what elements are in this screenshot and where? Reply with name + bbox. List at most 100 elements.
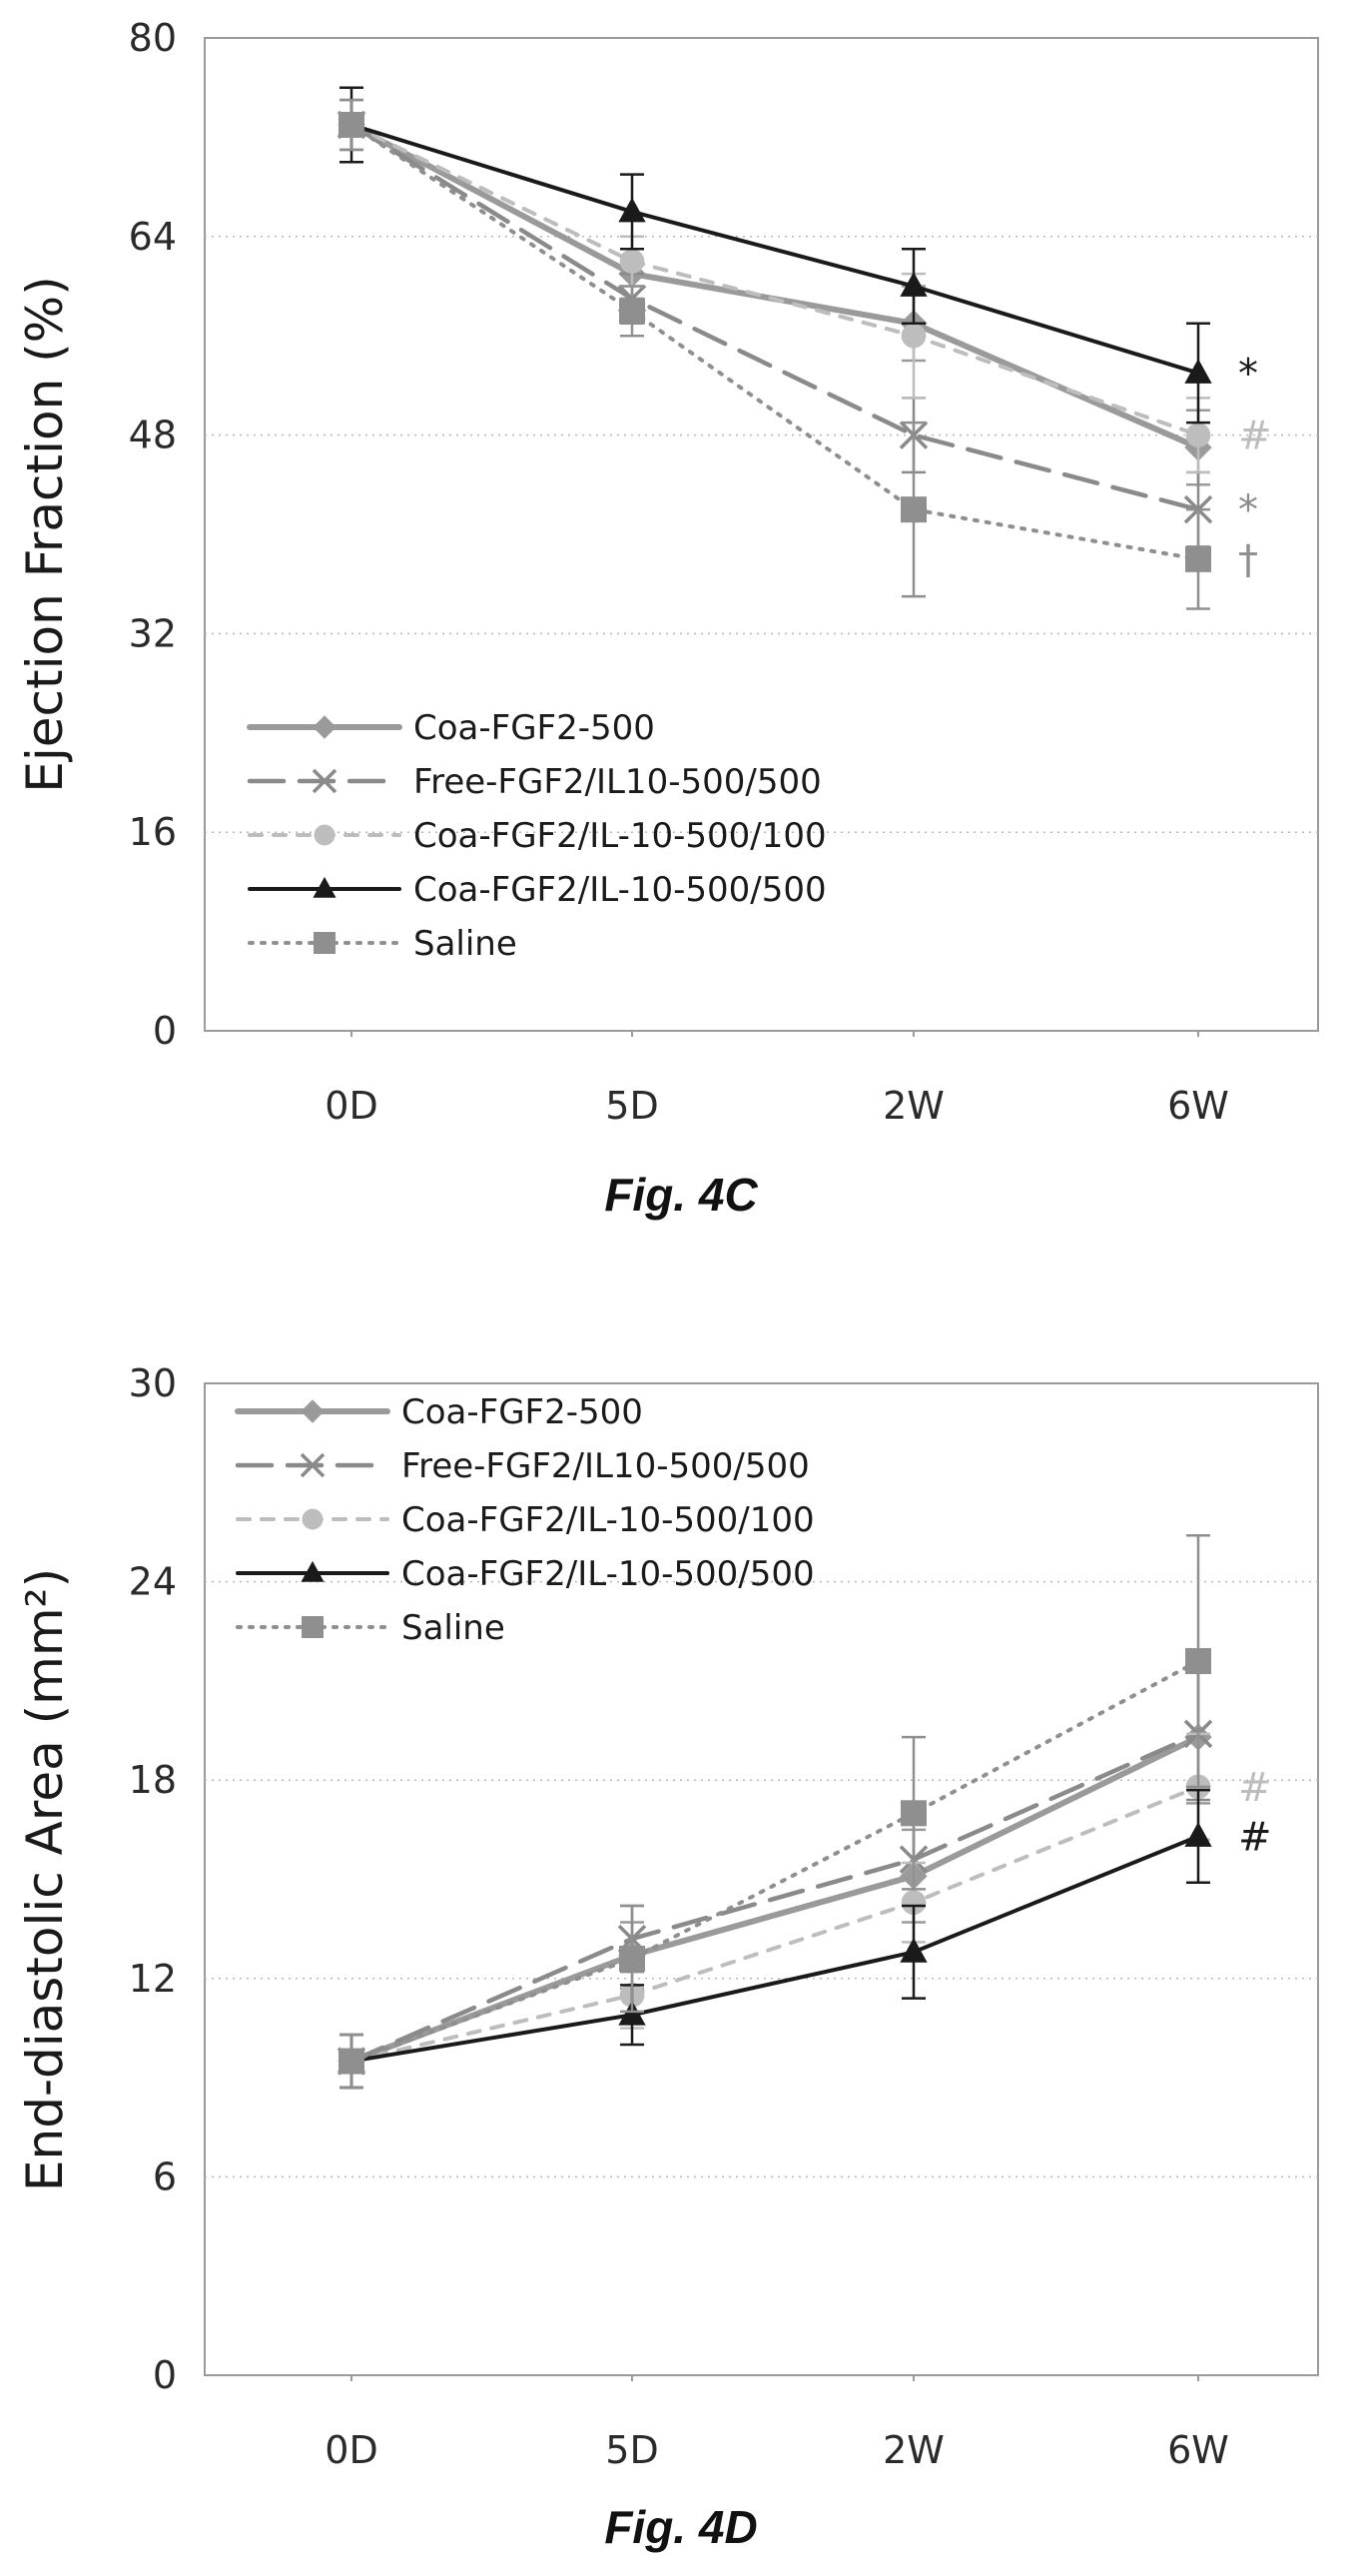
legend-marker-coa-fgf2-500 bbox=[301, 1399, 325, 1423]
legend-label-free-fgf2-il10-500-500: Free-FGF2/IL10-500/500 bbox=[413, 762, 822, 802]
series-group: ## bbox=[337, 1534, 1272, 2090]
x-axis-ticks: 0D 5D 2W 6W bbox=[325, 1031, 1229, 1128]
series-line-free-fgf2-il10-500-500 bbox=[348, 1731, 1201, 2064]
data-point-coa-fgf2-il-10-500-100-2w bbox=[901, 323, 927, 349]
legend-item-coa-fgf2-500: Coa-FGF2-500 bbox=[235, 1392, 643, 1432]
legend-item-coa-fgf2-500: Coa-FGF2-500 bbox=[247, 708, 655, 748]
legend-item-saline: Saline bbox=[248, 924, 517, 964]
legend-label-free-fgf2-il10-500-500: Free-FGF2/IL10-500/500 bbox=[401, 1446, 810, 1486]
data-point-coa-fgf2-il-10-500-500-2w bbox=[900, 1938, 928, 1963]
legend-marker-free-fgf2-il10-500-500 bbox=[300, 1452, 326, 1478]
data-point-coa-fgf2-il-10-500-500-5d bbox=[618, 197, 646, 223]
y-tick-label-64: 64 bbox=[129, 215, 177, 259]
data-point-saline-2w bbox=[901, 1800, 927, 1827]
y-tick-label-32: 32 bbox=[129, 611, 177, 655]
y-tick-label-0: 0 bbox=[153, 1009, 177, 1053]
series-line-saline bbox=[349, 122, 1200, 561]
y-tick-label-18: 18 bbox=[129, 1758, 177, 1802]
legend-marker-coa-fgf2-500 bbox=[313, 715, 337, 739]
y-tick-label-48: 48 bbox=[129, 414, 177, 457]
legend-label-coa-fgf2-il-10-500-500: Coa-FGF2/IL-10-500/500 bbox=[401, 1554, 815, 1594]
legend-label-coa-fgf2-il-10-500-100: Coa-FGF2/IL-10-500/100 bbox=[401, 1500, 815, 1540]
legend-marker-coa-fgf2-il-10-500-100 bbox=[302, 1508, 324, 1530]
series-free-fgf2-il10-500-500: * bbox=[337, 98, 1258, 548]
legend-item-free-fgf2-il10-500-500: Free-FGF2/IL10-500/500 bbox=[247, 762, 822, 802]
series-line-coa-fgf2-500 bbox=[348, 1734, 1201, 2065]
significance-mark-coa-fgf2-il-10-500-100: # bbox=[1238, 414, 1272, 459]
legend-item-coa-fgf2-il-10-500-100: Coa-FGF2/IL-10-500/100 bbox=[236, 1500, 815, 1540]
series-coa-fgf2-il-10-500-500: # bbox=[338, 1788, 1272, 2090]
figure-caption: Fig. 4D bbox=[604, 2501, 757, 2553]
data-point-coa-fgf2-il-10-500-500-6w bbox=[1184, 1822, 1212, 1847]
y-tick-label-6: 6 bbox=[153, 2154, 177, 2198]
series-coa-fgf2-500 bbox=[338, 98, 1212, 486]
data-point-saline-5d bbox=[619, 298, 645, 325]
x-tick-label-6w: 6W bbox=[1167, 2428, 1229, 2472]
legend-marker-coa-fgf2-il-10-500-500 bbox=[313, 876, 337, 898]
series-line-coa-fgf2-500 bbox=[348, 121, 1201, 451]
series-line-saline bbox=[349, 1659, 1200, 2064]
series-line-coa-fgf2-il-10-500-100 bbox=[349, 122, 1200, 437]
data-point-coa-fgf2-il-10-500-100-6w bbox=[1185, 423, 1211, 447]
series-line-coa-fgf2-il-10-500-100 bbox=[349, 1784, 1200, 2064]
x-tick-label-5d: 5D bbox=[605, 2428, 658, 2472]
data-point-saline-2w bbox=[901, 496, 927, 523]
y-tick-label-80: 80 bbox=[129, 16, 177, 60]
y-axis-ticks: 0 16 32 48 64 80 bbox=[129, 16, 177, 1053]
chart-fig-4c: 0 16 32 48 64 80 0D 5D 2W 6W Ejection Fraction (%)… bbox=[16, 16, 1319, 1221]
data-point-coa-fgf2-il-10-500-100-2w bbox=[901, 1890, 927, 1916]
y-tick-label-16: 16 bbox=[129, 810, 177, 854]
series-group: * # *† bbox=[337, 86, 1272, 610]
data-point-coa-fgf2-il-10-500-100-5d bbox=[619, 249, 645, 274]
legend-item-saline: Saline bbox=[236, 1608, 505, 1648]
legend-marker-saline bbox=[302, 1616, 324, 1638]
y-tick-label-24: 24 bbox=[129, 1560, 177, 1604]
legend: Coa-FGF2-500 Free-FGF2/IL10-500/500 Coa-FG… bbox=[247, 708, 827, 964]
x-tick-label-5d: 5D bbox=[605, 1084, 658, 1128]
series-coa-fgf2-il-10-500-100: # bbox=[339, 1732, 1272, 2090]
series-saline bbox=[339, 1534, 1211, 2090]
series-line-coa-fgf2-il-10-500-500 bbox=[349, 1834, 1200, 2064]
data-point-coa-fgf2-il-10-500-500-6w bbox=[1184, 359, 1212, 384]
data-point-saline-5d bbox=[619, 1945, 645, 1972]
y-tick-label-12: 12 bbox=[129, 1957, 177, 2001]
legend-label-coa-fgf2-il-10-500-100: Coa-FGF2/IL-10-500/100 bbox=[413, 816, 827, 856]
chart-fig-4d: 0 6 12 18 24 30 0D 5D 2W 6W End-diastolic Area (mm… bbox=[16, 1361, 1319, 2553]
x-tick-label-0d: 0D bbox=[325, 2428, 377, 2472]
legend-label-saline: Saline bbox=[413, 924, 517, 964]
legend-marker-free-fgf2-il10-500-500-stroke-b bbox=[312, 768, 338, 794]
gridlines bbox=[205, 1580, 1318, 2178]
gridlines bbox=[205, 236, 1318, 833]
legend-item-coa-fgf2-il-10-500-500: Coa-FGF2/IL-10-500/500 bbox=[248, 870, 827, 910]
legend-label-saline: Saline bbox=[401, 1608, 505, 1648]
data-point-coa-fgf2-il-10-500-500-2w bbox=[900, 272, 928, 297]
series-coa-fgf2-500 bbox=[338, 1669, 1212, 2090]
series-coa-fgf2-il-10-500-500: * bbox=[338, 86, 1258, 425]
legend-label-coa-fgf2-il-10-500-500: Coa-FGF2/IL-10-500/500 bbox=[413, 870, 827, 910]
x-tick-label-6w: 6W bbox=[1167, 1084, 1229, 1128]
x-tick-label-2w: 2W bbox=[883, 2428, 945, 2472]
legend-marker-saline bbox=[314, 932, 336, 954]
legend-marker-coa-fgf2-il-10-500-500 bbox=[301, 1560, 325, 1582]
series-free-fgf2-il10-500-500 bbox=[337, 1666, 1213, 2090]
x-axis-ticks: 0D 5D 2W 6W bbox=[325, 2375, 1229, 2472]
significance-mark-coa-fgf2-il-10-500-500: # bbox=[1238, 1814, 1272, 1860]
series-line-coa-fgf2-il-10-500-500 bbox=[349, 122, 1200, 376]
x-tick-label-2w: 2W bbox=[883, 1084, 945, 1128]
y-axis-ticks: 0 6 12 18 24 30 bbox=[129, 1361, 177, 2397]
legend-item-free-fgf2-il10-500-500: Free-FGF2/IL10-500/500 bbox=[235, 1446, 810, 1486]
significance-mark-coa-fgf2-il-10-500-500: * bbox=[1238, 351, 1258, 397]
legend-marker-free-fgf2-il10-500-500 bbox=[312, 768, 338, 794]
y-axis-label: End-diastolic Area (mm²) bbox=[16, 1568, 74, 2191]
significance-mark-free-fgf2-il10-500-500: * bbox=[1238, 487, 1258, 533]
legend-label-coa-fgf2-500: Coa-FGF2-500 bbox=[401, 1392, 643, 1432]
legend-item-coa-fgf2-il-10-500-100: Coa-FGF2/IL-10-500/100 bbox=[248, 816, 827, 856]
legend-marker-coa-fgf2-il-10-500-100 bbox=[314, 824, 336, 846]
series-saline: † bbox=[339, 98, 1258, 610]
figure-caption: Fig. 4C bbox=[604, 1169, 758, 1221]
legend: Coa-FGF2-500 Free-FGF2/IL10-500/500 Coa-FG… bbox=[235, 1392, 815, 1648]
plot-frame bbox=[204, 37, 1319, 1032]
y-axis-label: Ejection Fraction (%) bbox=[16, 276, 74, 792]
